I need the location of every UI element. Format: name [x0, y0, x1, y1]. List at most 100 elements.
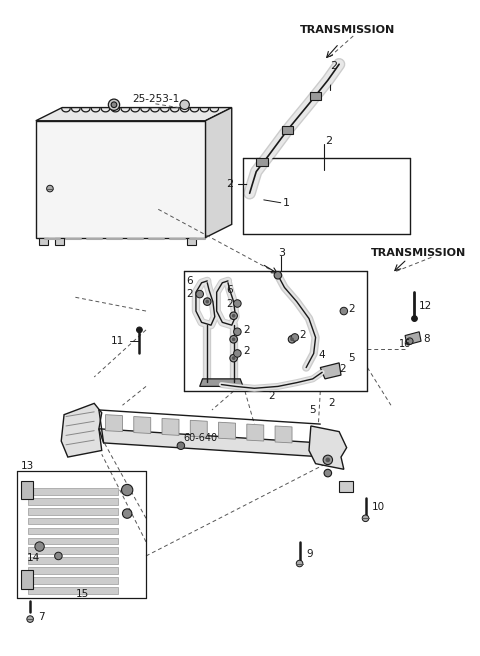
Polygon shape: [28, 567, 118, 574]
Polygon shape: [38, 237, 48, 245]
Text: 13: 13: [21, 461, 34, 472]
Text: 2: 2: [268, 391, 275, 401]
Circle shape: [232, 337, 236, 341]
Polygon shape: [282, 127, 293, 134]
Text: 6: 6: [226, 285, 233, 295]
Text: 3: 3: [278, 247, 285, 258]
Circle shape: [412, 316, 417, 321]
Circle shape: [323, 455, 333, 464]
Circle shape: [111, 102, 117, 108]
Circle shape: [232, 356, 236, 360]
Polygon shape: [247, 424, 264, 441]
Circle shape: [230, 354, 238, 362]
Text: 2: 2: [325, 136, 332, 146]
Polygon shape: [320, 363, 341, 379]
Circle shape: [230, 312, 238, 319]
Text: 2: 2: [243, 325, 250, 335]
Polygon shape: [310, 92, 321, 100]
Polygon shape: [200, 379, 243, 386]
Circle shape: [177, 442, 185, 449]
Polygon shape: [28, 527, 118, 534]
Text: 16: 16: [399, 339, 412, 349]
Polygon shape: [190, 420, 207, 438]
Circle shape: [325, 457, 330, 462]
Text: 14: 14: [26, 553, 40, 563]
Polygon shape: [28, 538, 118, 544]
Polygon shape: [21, 481, 33, 499]
Text: 7: 7: [38, 612, 44, 622]
Text: 5: 5: [348, 353, 355, 363]
Polygon shape: [309, 426, 347, 469]
Text: 2: 2: [348, 304, 355, 314]
Polygon shape: [21, 570, 33, 589]
Circle shape: [180, 100, 189, 110]
Text: 9: 9: [306, 549, 313, 559]
Text: 1: 1: [283, 197, 289, 208]
Circle shape: [27, 616, 34, 623]
Circle shape: [291, 334, 299, 341]
Text: 2: 2: [187, 289, 193, 299]
Circle shape: [407, 338, 413, 344]
Circle shape: [362, 515, 369, 522]
Polygon shape: [106, 415, 122, 432]
Text: 6: 6: [187, 276, 193, 286]
Polygon shape: [28, 548, 118, 554]
Text: 5: 5: [309, 405, 316, 415]
Circle shape: [35, 542, 44, 551]
Polygon shape: [28, 518, 118, 524]
Circle shape: [324, 469, 332, 477]
Text: TRANSMISSION: TRANSMISSION: [371, 247, 467, 258]
Polygon shape: [205, 108, 232, 237]
Polygon shape: [218, 422, 236, 439]
Polygon shape: [28, 577, 118, 584]
Polygon shape: [339, 481, 353, 492]
Circle shape: [137, 327, 142, 333]
Circle shape: [296, 560, 303, 567]
Circle shape: [234, 328, 241, 335]
Circle shape: [234, 300, 241, 307]
Polygon shape: [36, 108, 232, 121]
Circle shape: [230, 335, 238, 343]
Text: 12: 12: [419, 301, 432, 312]
Text: 2: 2: [339, 365, 346, 375]
Text: 2: 2: [226, 179, 233, 189]
Circle shape: [290, 337, 294, 341]
Polygon shape: [36, 121, 205, 237]
Circle shape: [196, 291, 204, 298]
Polygon shape: [256, 159, 267, 166]
Circle shape: [108, 99, 120, 110]
Polygon shape: [275, 426, 292, 443]
Polygon shape: [134, 417, 151, 434]
Polygon shape: [28, 558, 118, 564]
Text: 2: 2: [243, 346, 250, 356]
Text: 2: 2: [226, 298, 233, 308]
Text: 4: 4: [318, 350, 325, 360]
Circle shape: [232, 314, 236, 318]
Circle shape: [205, 300, 209, 304]
Text: 11: 11: [111, 336, 124, 346]
Text: 10: 10: [372, 502, 385, 512]
Circle shape: [55, 552, 62, 560]
Circle shape: [288, 335, 296, 343]
Polygon shape: [28, 498, 118, 504]
Circle shape: [47, 185, 53, 192]
Polygon shape: [162, 419, 179, 436]
Polygon shape: [28, 508, 118, 514]
Circle shape: [122, 509, 132, 518]
Polygon shape: [55, 237, 64, 245]
Text: 25-253-1: 25-253-1: [132, 94, 179, 104]
Text: 60-640: 60-640: [184, 433, 218, 443]
Text: 2: 2: [300, 329, 306, 340]
Polygon shape: [187, 237, 196, 245]
Text: 8: 8: [423, 335, 430, 344]
Polygon shape: [28, 587, 118, 594]
Circle shape: [340, 307, 348, 315]
Polygon shape: [28, 488, 118, 495]
Polygon shape: [405, 332, 421, 345]
Text: TRANSMISSION: TRANSMISSION: [300, 26, 395, 35]
Text: 2: 2: [328, 398, 335, 409]
Circle shape: [274, 272, 282, 279]
Circle shape: [121, 484, 133, 496]
Polygon shape: [99, 429, 325, 457]
Text: 2: 2: [330, 61, 337, 71]
